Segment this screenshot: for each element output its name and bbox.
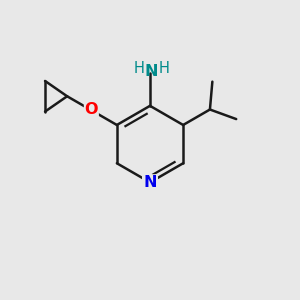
Text: N: N [143, 176, 157, 190]
Text: O: O [85, 102, 98, 117]
Text: N: N [144, 64, 158, 79]
Text: H: H [159, 61, 170, 76]
Text: H: H [134, 61, 144, 76]
